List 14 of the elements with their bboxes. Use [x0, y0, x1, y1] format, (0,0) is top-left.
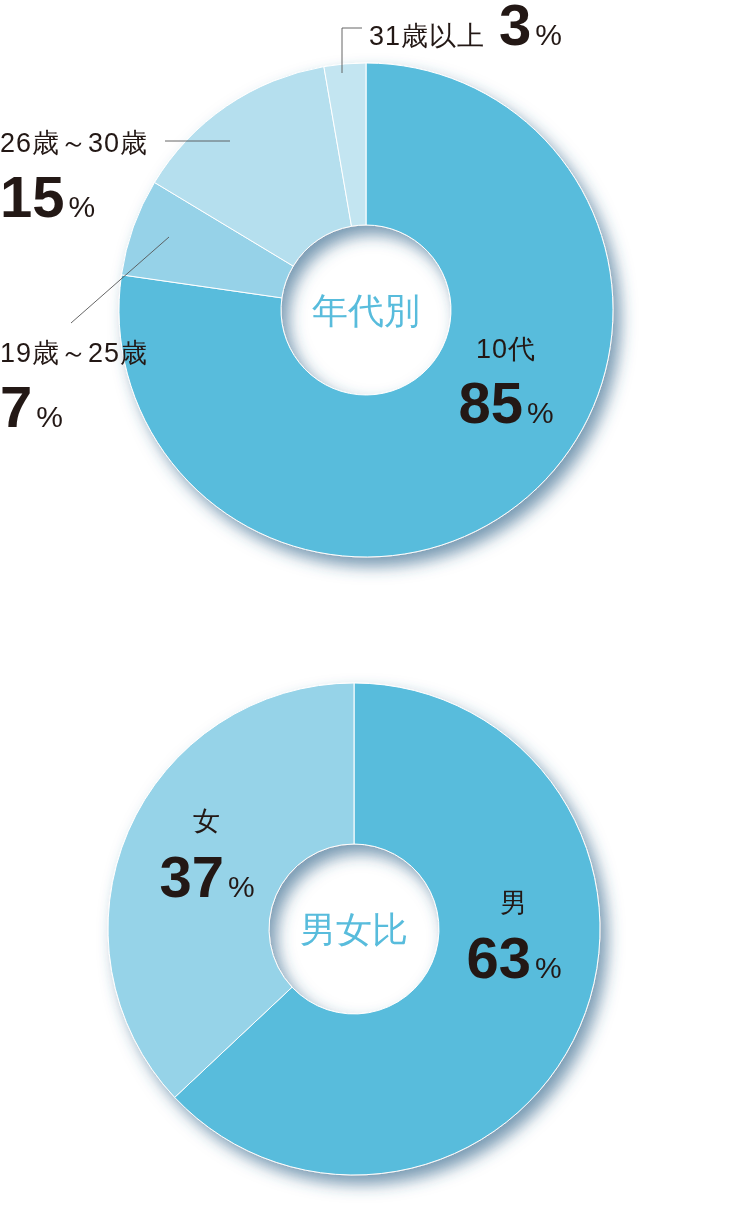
slice-label: 31歳以上	[369, 21, 486, 51]
text: 年代別	[312, 290, 420, 331]
slice-label: 10代	[475, 334, 537, 364]
data-label: 3%	[499, 0, 562, 57]
data-label: 63%	[466, 925, 562, 990]
slice-label: 女	[193, 806, 221, 836]
slice-label: 26歳～30歳	[0, 128, 149, 158]
donut-slice	[118, 62, 614, 558]
slice-label: 男	[500, 888, 528, 918]
data-label: 85%	[458, 370, 554, 435]
data-label: 37%	[159, 844, 255, 909]
data-label: 7%	[0, 374, 63, 439]
data-label: 15%	[0, 164, 96, 229]
text: 男女比	[300, 909, 408, 950]
